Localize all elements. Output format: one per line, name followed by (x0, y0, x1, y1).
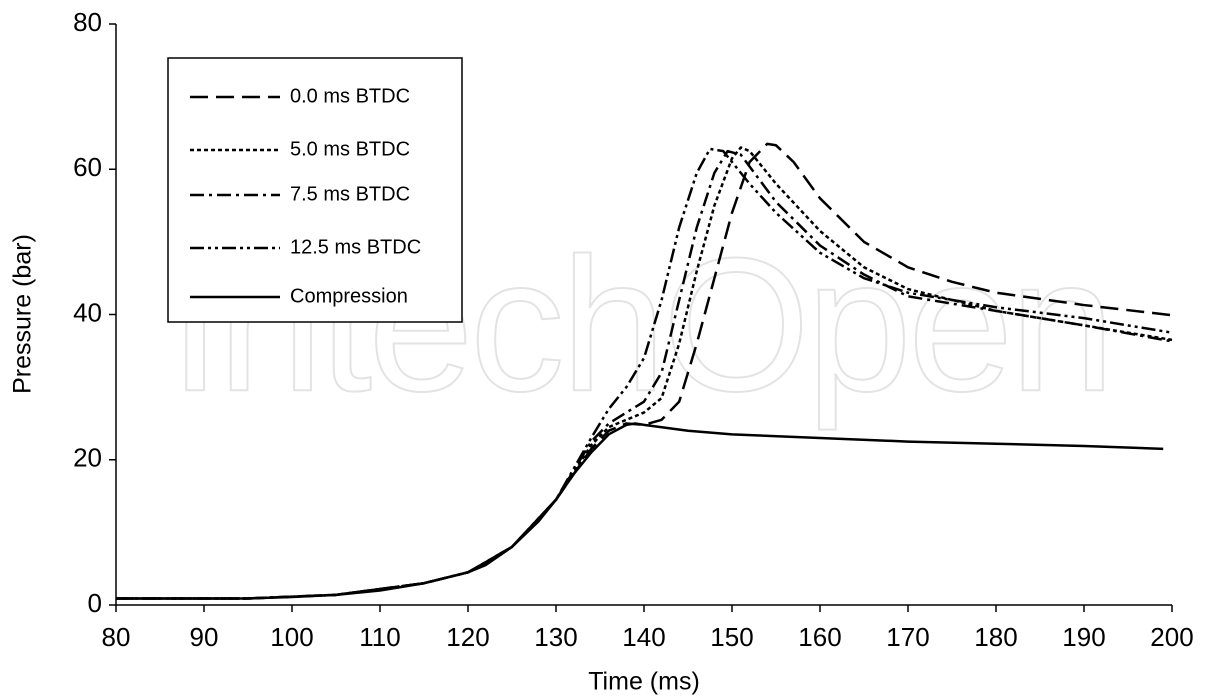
x-tick-label: 180 (974, 622, 1017, 652)
legend-label: Compression (290, 285, 408, 307)
y-tick-label: 40 (73, 297, 102, 327)
legend-label: 12.5 ms BTDC (290, 236, 421, 258)
legend-label: 7.5 ms BTDC (290, 183, 410, 205)
x-tick-label: 200 (1150, 622, 1193, 652)
series-line (116, 146, 1173, 600)
x-tick-label: 130 (534, 622, 577, 652)
y-tick-label: 80 (73, 7, 102, 37)
series-line (116, 149, 1173, 600)
legend-label: 0.0 ms BTDC (290, 85, 410, 107)
x-tick-label: 170 (886, 622, 929, 652)
x-tick-label: 110 (359, 622, 400, 652)
legend-box (167, 57, 463, 323)
x-tick-label: 150 (710, 622, 753, 652)
legend-label: 5.0 ms BTDC (290, 138, 410, 160)
x-tick-label: 120 (446, 622, 489, 652)
x-tick-label: 190 (1062, 622, 1105, 652)
x-tick-label: 80 (102, 622, 131, 652)
series-line (116, 422, 1164, 600)
y-tick-label: 0 (88, 588, 102, 618)
x-tick-label: 160 (798, 622, 841, 652)
y-tick-label: 20 (73, 443, 102, 473)
y-axis-title: Pressure (bar) (9, 234, 37, 394)
x-tick-label: 90 (190, 622, 219, 652)
x-tick-label: 140 (622, 622, 665, 652)
x-tick-label: 100 (270, 622, 313, 652)
y-tick-label: 60 (73, 152, 102, 182)
x-axis-title: Time (ms) (588, 668, 700, 696)
